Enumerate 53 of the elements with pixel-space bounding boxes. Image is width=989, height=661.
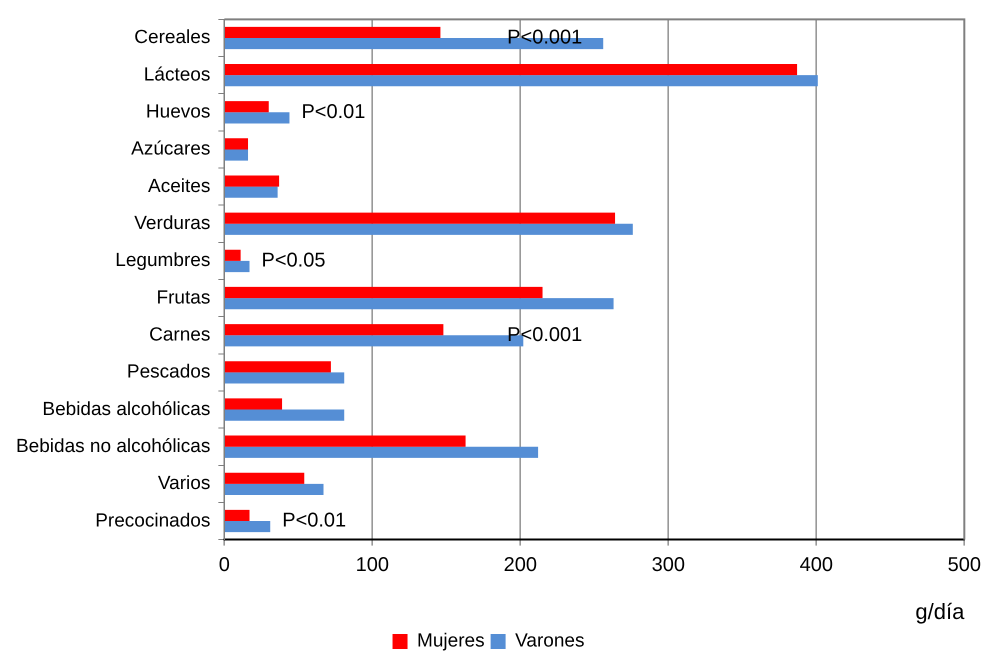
bar bbox=[225, 75, 818, 86]
bar bbox=[225, 101, 269, 112]
bar bbox=[225, 521, 270, 532]
y-tick-label: Precocinados bbox=[95, 510, 210, 532]
bar bbox=[225, 224, 633, 235]
bar bbox=[225, 361, 331, 372]
y-tick-label: Frutas bbox=[156, 287, 210, 308]
legend-label: Mujeres bbox=[417, 630, 485, 652]
bar bbox=[225, 484, 324, 496]
bar bbox=[225, 510, 250, 522]
y-tick-label: Cereales bbox=[134, 27, 210, 48]
x-tick-label: 500 bbox=[948, 554, 982, 576]
bar bbox=[225, 446, 538, 458]
y-tick-label: Verduras bbox=[134, 213, 210, 234]
bar bbox=[225, 324, 444, 336]
y-tick-label: Carnes bbox=[149, 324, 210, 346]
legend-label: Varones bbox=[515, 630, 584, 652]
x-tick-label: 300 bbox=[652, 554, 686, 576]
bar bbox=[225, 138, 248, 150]
y-tick-label: Huevos bbox=[146, 102, 210, 123]
y-tick-label: Aceites bbox=[148, 176, 210, 197]
y-tick-label: Varios bbox=[158, 473, 210, 494]
x-tick-label: 0 bbox=[218, 554, 230, 576]
bar bbox=[225, 212, 616, 224]
annotation: P<0.05 bbox=[262, 249, 326, 272]
bar bbox=[225, 26, 440, 38]
bar bbox=[225, 410, 344, 421]
bar bbox=[225, 372, 344, 384]
bar bbox=[225, 186, 278, 198]
bar bbox=[225, 286, 543, 298]
x-tick-label: 400 bbox=[800, 554, 834, 576]
bar bbox=[225, 436, 466, 447]
y-tick-label: Lácteos bbox=[144, 64, 210, 86]
bar bbox=[225, 298, 614, 310]
x-tick-label: 100 bbox=[356, 554, 390, 576]
y-tick-label: Pescados bbox=[126, 362, 210, 383]
annotation: P<0.01 bbox=[282, 510, 346, 532]
bar bbox=[225, 112, 290, 124]
bar bbox=[225, 64, 798, 76]
bar bbox=[225, 260, 250, 272]
bar bbox=[225, 250, 241, 261]
y-tick-label: Bebidas no alcohólicas bbox=[16, 436, 210, 457]
y-tick-label: Bebidas alcohólicas bbox=[42, 398, 210, 420]
bar bbox=[225, 149, 248, 161]
x-tick-label: 200 bbox=[504, 554, 538, 576]
x-axis-title: g/día bbox=[915, 598, 966, 624]
annotation: P<0.01 bbox=[301, 100, 366, 123]
y-tick-label: Azúcares bbox=[131, 138, 210, 160]
annotation: P<0.001 bbox=[507, 324, 582, 346]
bar bbox=[225, 472, 304, 484]
y-tick-label: Legumbres bbox=[115, 250, 210, 272]
bar bbox=[225, 398, 282, 410]
bar bbox=[225, 175, 280, 187]
